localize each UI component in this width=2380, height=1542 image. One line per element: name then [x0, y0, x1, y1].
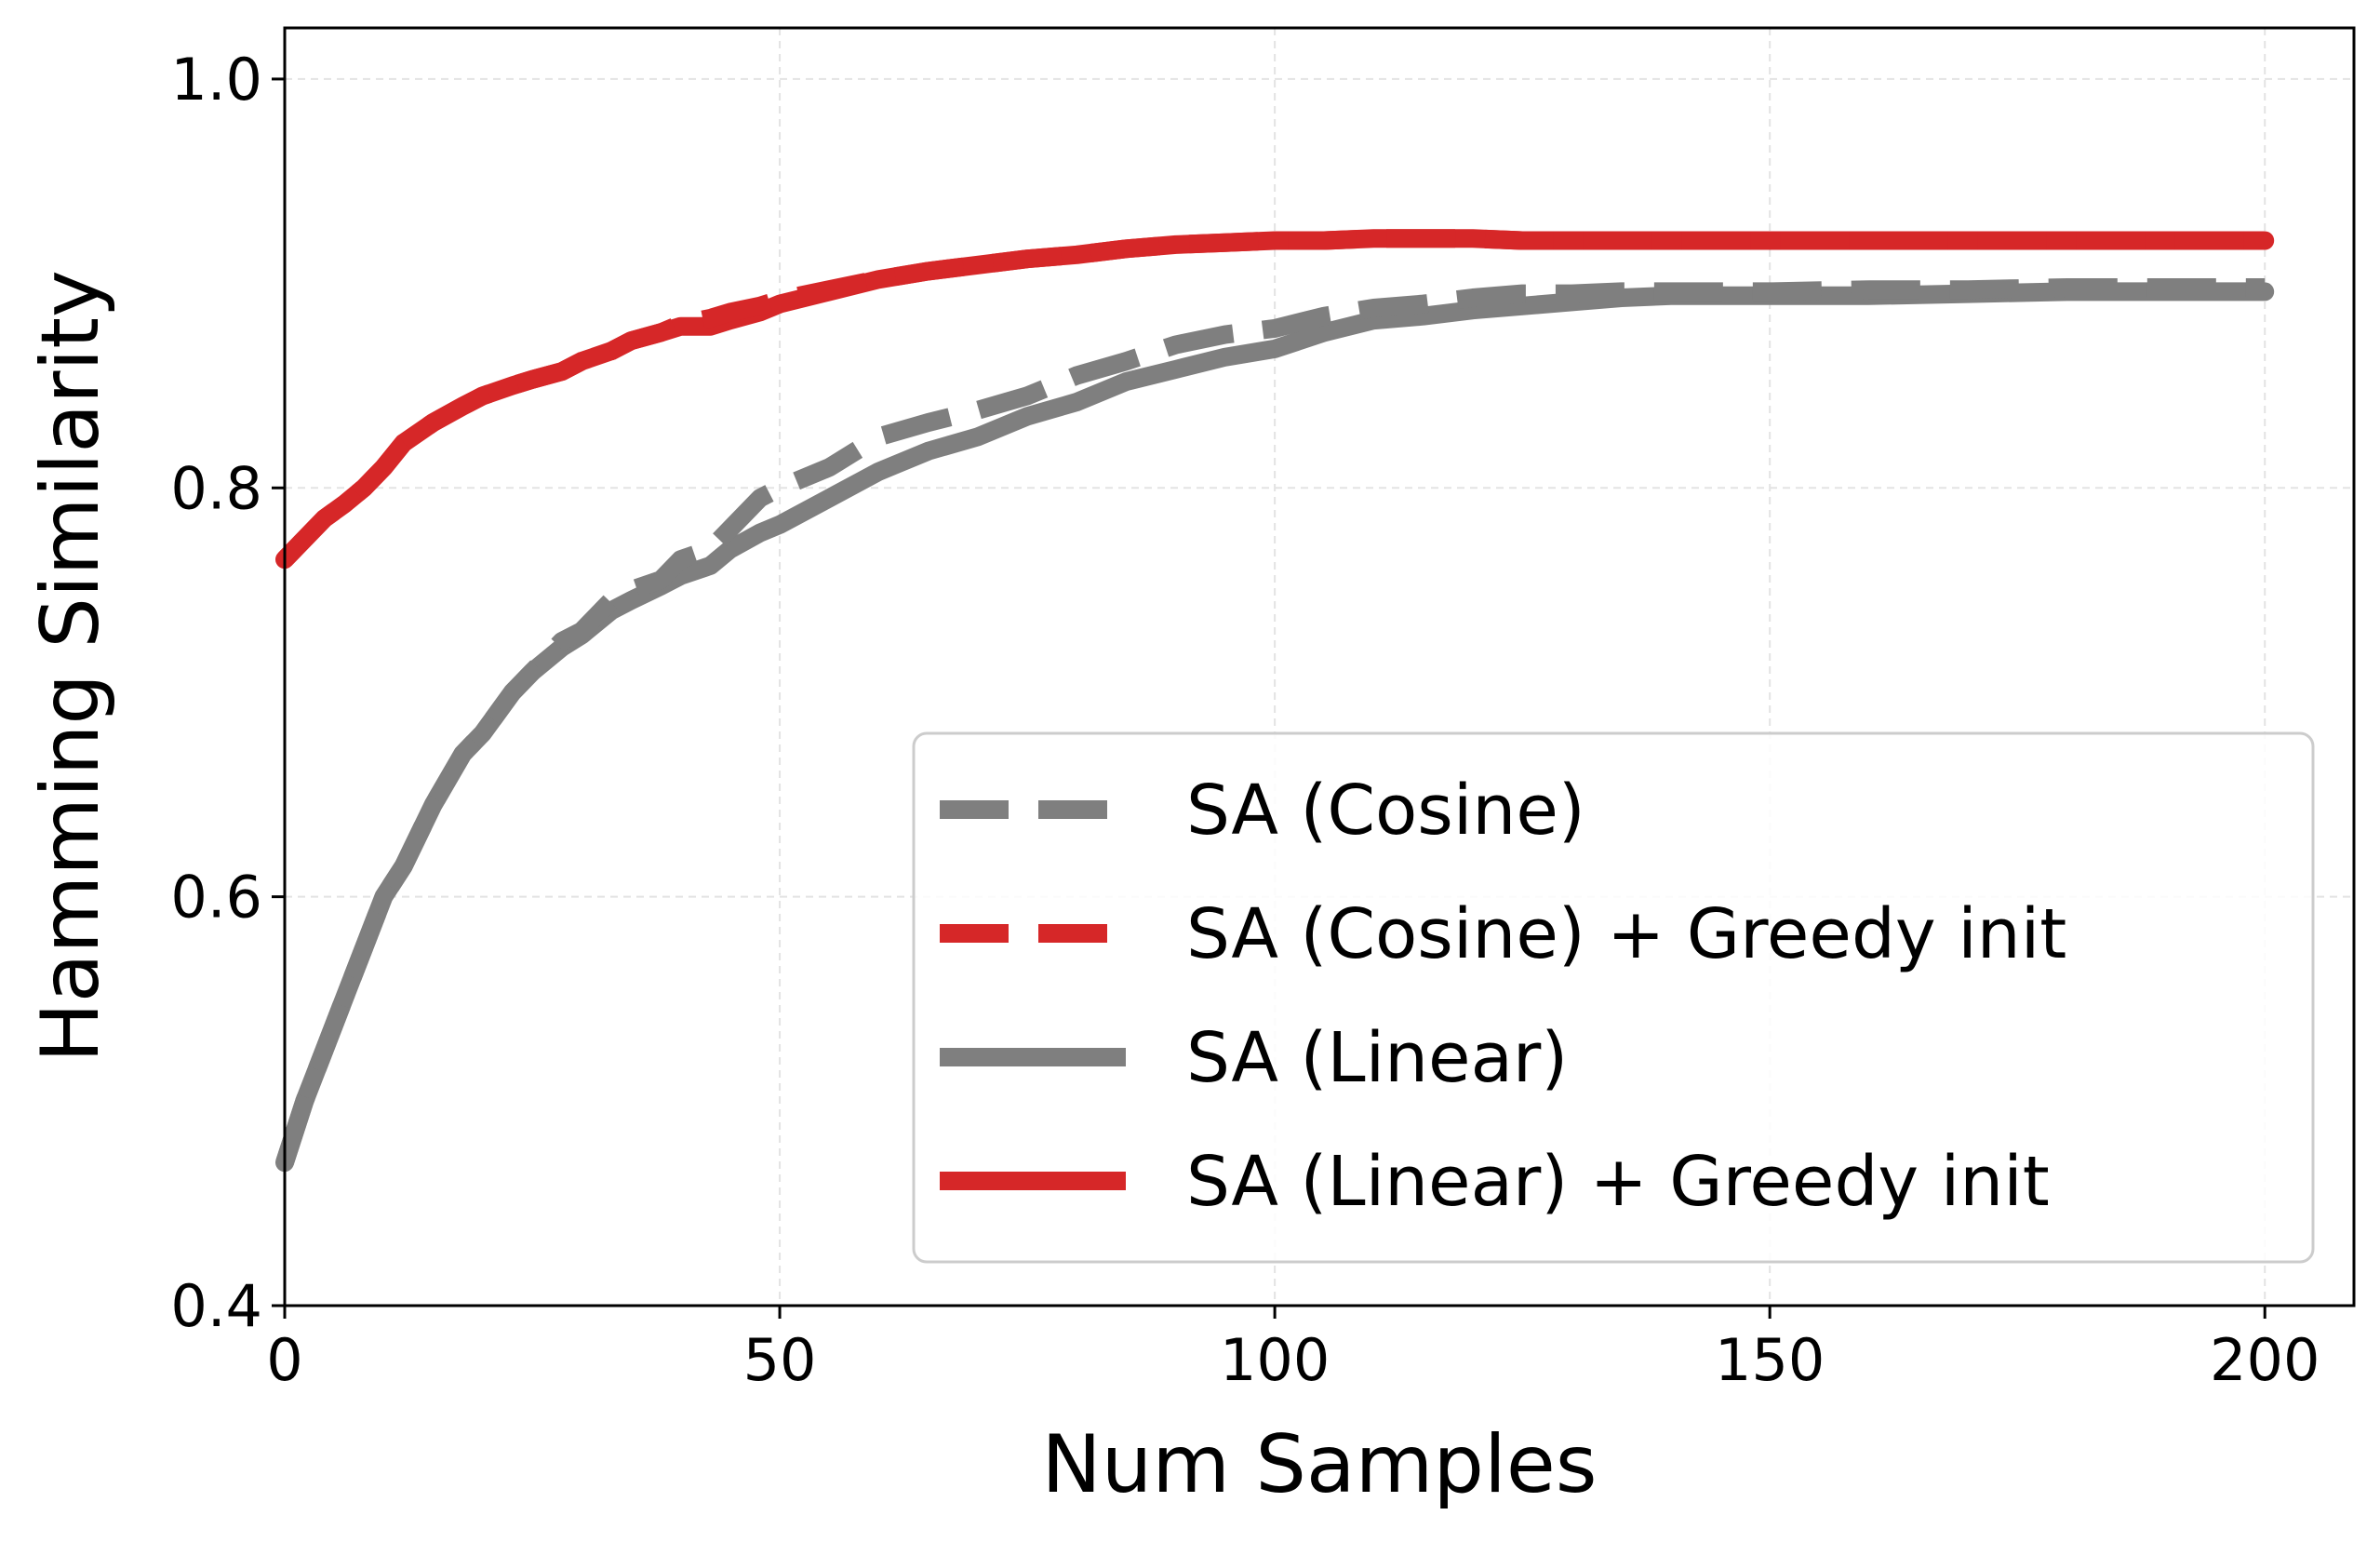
- legend-label-3: SA (Linear) + Greedy init: [1186, 1142, 2050, 1222]
- legend-label-0: SA (Cosine): [1186, 771, 1585, 851]
- legend-frame: [912, 731, 2315, 1264]
- y-tick-label: 1.0: [170, 46, 262, 114]
- plot-frame: [283, 26, 2356, 1307]
- series-line-0: [275, 278, 2266, 1166]
- y-tick-label: 0.6: [170, 864, 262, 932]
- x-axis-label: Num Samples: [1041, 1418, 1597, 1511]
- legend: SA (Cosine) SA (Cosine) + Greedy init SA (…: [912, 731, 2315, 1264]
- series-lines: [275, 229, 2275, 1173]
- y-axis-ticks: 0.4 0.6 0.8 1.0: [170, 46, 285, 1340]
- legend-label-1: SA (Cosine) + Greedy init: [1186, 894, 2066, 974]
- x-tick-label: 150: [1715, 1326, 1825, 1394]
- x-tick-label: 50: [743, 1326, 817, 1394]
- y-tick-label: 0.8: [170, 454, 262, 522]
- y-axis-label: Hamming Similarity: [24, 270, 117, 1063]
- x-axis-ticks: 0 50 100 150 200: [266, 1306, 2320, 1394]
- x-tick-label: 0: [266, 1326, 302, 1394]
- series-line-1: [277, 229, 2266, 567]
- x-tick-label: 100: [1220, 1326, 1330, 1394]
- legend-label-2: SA (Linear): [1186, 1018, 1568, 1098]
- x-tick-label: 200: [2210, 1326, 2320, 1394]
- y-tick-label: 0.4: [170, 1272, 262, 1340]
